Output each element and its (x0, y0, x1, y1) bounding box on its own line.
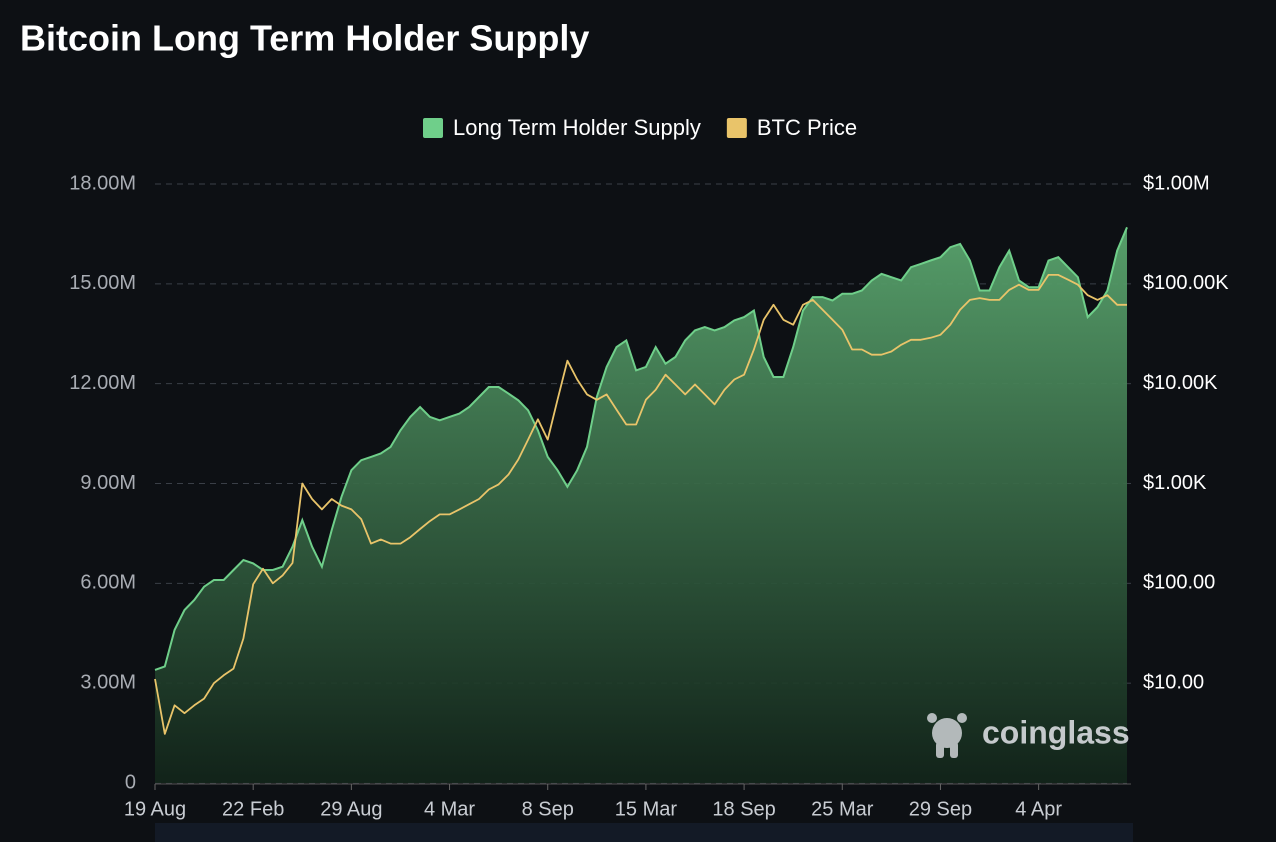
x-tick-label: 29 Aug (320, 798, 382, 820)
x-tick-label: 4 Apr (1015, 798, 1062, 820)
chart-title: Bitcoin Long Term Holder Supply (20, 18, 589, 59)
y-tick-label: 3.00M (80, 671, 136, 693)
y2-tick-label: $100.00 (1143, 572, 1215, 594)
y2-tick-label: $100.00K (1143, 272, 1229, 294)
legend-label: BTC Price (757, 115, 857, 140)
legend-swatch (726, 118, 747, 138)
y-tick-label: 12.00M (69, 372, 136, 394)
y-tick-label: 15.00M (69, 272, 136, 294)
y-tick-label: 6.00M (80, 572, 136, 594)
watermark: coinglass (982, 714, 1130, 750)
x-tick-label: 19 Aug (124, 798, 186, 820)
y2-tick-label: $1.00M (1143, 172, 1210, 194)
supply-area (155, 227, 1127, 784)
x-tick-label: 4 Mar (424, 798, 475, 820)
x-tick-label: 18 Sep (712, 798, 775, 820)
x-tick-label: 25 Mar (811, 798, 874, 820)
y2-tick-label: $1.00K (1143, 472, 1207, 494)
zoom-bar (155, 823, 1133, 842)
y-tick-label: 9.00M (80, 472, 136, 494)
x-tick-label: 15 Mar (615, 798, 678, 820)
y-tick-label: 18.00M (69, 172, 136, 194)
y2-tick-label: $10.00 (1143, 671, 1204, 693)
x-tick-label: 8 Sep (522, 798, 574, 820)
price-line (154, 274, 1127, 735)
y-tick-label: 0 (125, 771, 136, 793)
legend-label: Long Term Holder Supply (453, 115, 701, 140)
y2-tick-label: $10.00K (1143, 372, 1218, 394)
watermark-icon (927, 713, 967, 758)
supply-line (154, 226, 1128, 671)
x-tick-label: 29 Sep (909, 798, 972, 820)
x-tick-label: 22 Feb (222, 798, 284, 820)
legend-swatch (423, 118, 443, 138)
